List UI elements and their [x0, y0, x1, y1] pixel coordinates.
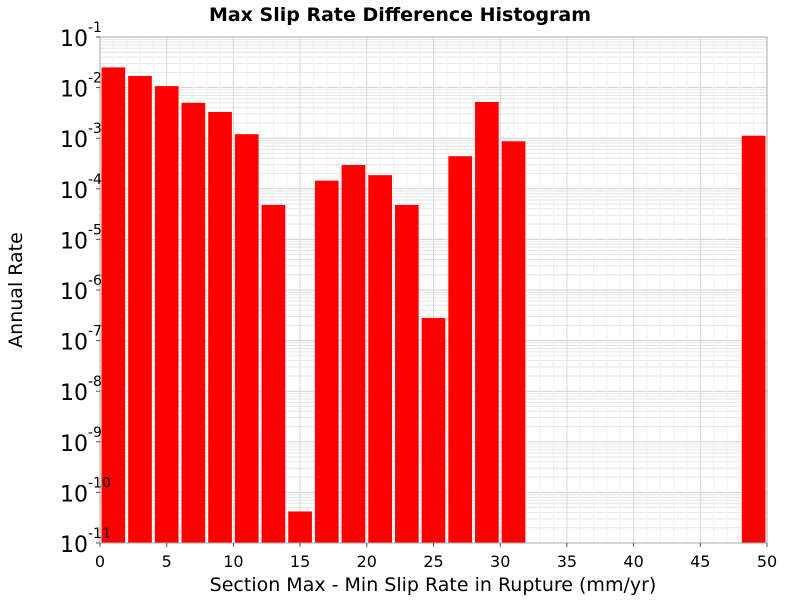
- x-tick-label: 20: [357, 552, 377, 571]
- histogram-bar: [208, 111, 232, 543]
- y-tick-label: 10-5: [60, 222, 102, 254]
- x-tick-label: 40: [623, 552, 643, 571]
- y-axis-ticks: 10-1 10-2 10-3 10-4 10-5 10-6 10-7 10-8 10-9 10-1…: [60, 20, 111, 558]
- x-tick-label: 50: [757, 552, 777, 571]
- x-tick-label: 0: [95, 552, 105, 571]
- x-tick-label: 10: [223, 552, 243, 571]
- histogram-bar: [475, 101, 499, 544]
- y-tick-label: 10-10: [60, 475, 111, 507]
- x-tick-label: 45: [690, 552, 710, 571]
- x-tick-label: 15: [290, 552, 310, 571]
- histogram-bar: [501, 141, 526, 544]
- histogram-bar: [368, 175, 392, 543]
- histogram-bar: [181, 102, 206, 543]
- histogram-bar: [341, 165, 366, 543]
- chart-title: Max Slip Rate Difference Histogram: [209, 4, 591, 26]
- histogram-bar: [128, 75, 152, 544]
- y-tick-label: 10-9: [60, 425, 102, 457]
- y-tick-label: 10-7: [60, 324, 102, 356]
- histogram-bar: [448, 156, 473, 544]
- histogram-bar: [421, 317, 446, 543]
- y-tick-label: 10-11: [60, 526, 111, 558]
- histogram-bar: [234, 134, 259, 544]
- histogram-bar: [261, 204, 286, 543]
- y-tick-label: 10-3: [60, 121, 102, 153]
- y-tick-label: 10-6: [60, 273, 102, 305]
- histogram-bar: [741, 135, 766, 543]
- x-axis-ticks: 0 5 10 15 20 25 30 35 40 45 50: [95, 543, 777, 571]
- x-tick-label: 5: [162, 552, 172, 571]
- x-tick-label: 30: [490, 552, 510, 571]
- x-tick-label: 25: [423, 552, 443, 571]
- histogram-bar: [394, 204, 419, 543]
- histogram-bar: [154, 86, 179, 543]
- histogram-bar: [101, 67, 126, 543]
- histogram-bar: [314, 180, 339, 544]
- x-tick-label: 35: [557, 552, 577, 571]
- y-tick-label: 10-2: [60, 71, 102, 103]
- y-axis-label: Annual Rate: [5, 232, 27, 348]
- y-tick-label: 10-4: [60, 172, 102, 204]
- histogram-bar: [288, 511, 312, 543]
- x-axis-label: Section Max - Min Slip Rate in Rupture (…: [210, 574, 657, 596]
- y-tick-label: 10-8: [60, 374, 102, 406]
- y-tick-label: 10-1: [60, 20, 102, 52]
- bars: [101, 67, 766, 544]
